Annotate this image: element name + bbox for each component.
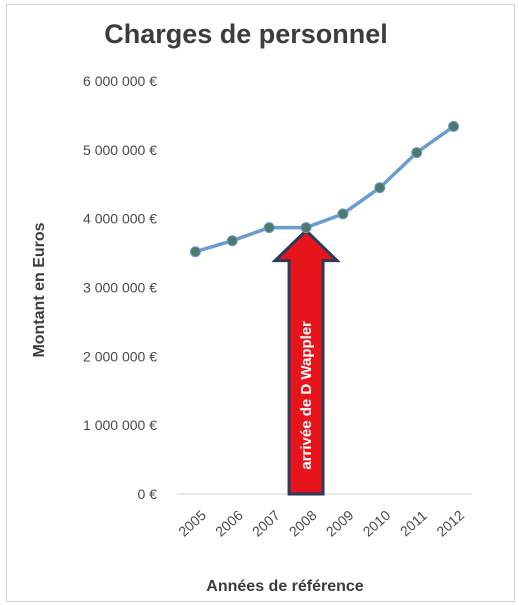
plot-area: 0 € 1 000 000 € 2 000 000 € 3 000 000 € 4 00… — [83, 73, 472, 540]
data-point — [337, 208, 349, 220]
x-tick-label: 2009 — [323, 507, 357, 540]
data-point — [263, 222, 275, 234]
y-tick-label: 4 000 000 € — [83, 211, 157, 227]
y-tick-label: 2 000 000 € — [83, 348, 157, 364]
chart-frame — [6, 4, 515, 602]
x-tick-label: 2006 — [212, 507, 246, 540]
data-point — [300, 222, 312, 234]
y-tick-label: 0 € — [138, 486, 158, 502]
x-tick-label: 2005 — [175, 507, 209, 540]
annotation-label: arrivée de D Wappler — [298, 321, 315, 470]
data-point — [189, 246, 201, 258]
x-axis-title: Années de référence — [206, 578, 364, 595]
x-tick-label: 2012 — [433, 507, 467, 540]
x-tick-label: 2007 — [249, 507, 283, 540]
chart-title: Charges de personnel — [104, 19, 388, 49]
data-point — [448, 120, 460, 132]
annotation-arrow — [271, 228, 341, 496]
x-tick-label: 2010 — [360, 507, 394, 540]
y-axis-title: Montant en Euros — [31, 222, 48, 357]
series-line — [194, 125, 455, 254]
x-tick-label: 2008 — [286, 507, 320, 540]
y-tick-label: 3 000 000 € — [83, 280, 157, 296]
data-point — [411, 147, 423, 159]
y-tick-label: 6 000 000 € — [83, 73, 157, 89]
data-point — [226, 235, 238, 247]
data-point — [374, 182, 386, 194]
y-tick-label: 5 000 000 € — [83, 142, 157, 158]
x-tick-label: 2011 — [397, 507, 430, 539]
y-tick-label: 1 000 000 € — [83, 417, 157, 433]
